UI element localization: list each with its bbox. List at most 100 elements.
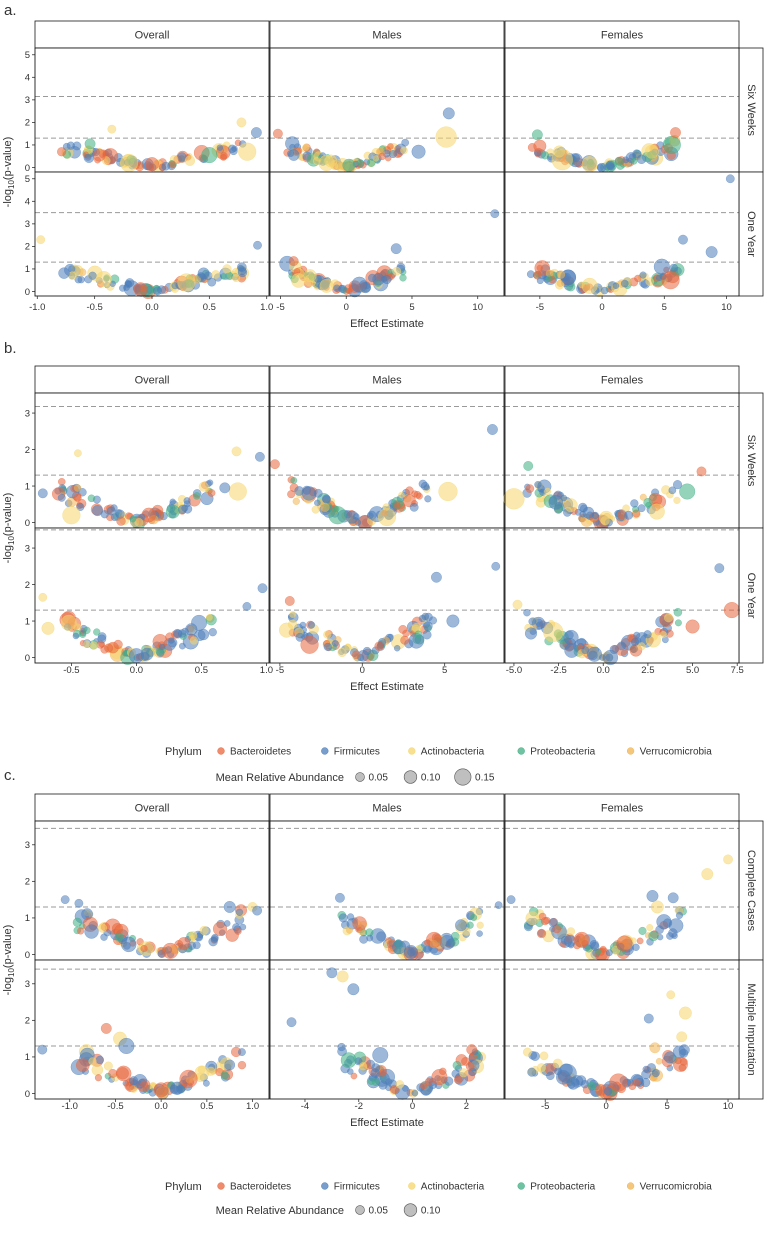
column-strip	[34, 20, 270, 49]
data-point	[678, 1006, 692, 1020]
data-point	[100, 1023, 112, 1034]
data-point	[314, 499, 321, 507]
data-point	[57, 147, 67, 157]
data-point	[358, 1062, 368, 1071]
data-point	[407, 948, 416, 957]
data-point	[158, 643, 166, 651]
data-point	[211, 270, 221, 279]
facet-cell	[504, 171, 740, 298]
legend-item-label: Bacteroidetes	[230, 747, 291, 758]
y-tick-label: 1	[25, 1052, 30, 1063]
y-tick-label: 3	[25, 543, 30, 554]
x-tick-label: 0.5	[195, 665, 208, 676]
x-axis-title: Effect Estimate	[350, 1117, 424, 1129]
y-axis-title-suffix: (p-value)	[2, 137, 14, 180]
data-point	[421, 612, 430, 621]
data-point	[153, 286, 162, 296]
data-point	[536, 1063, 546, 1073]
x-tick-label: -5	[276, 302, 284, 313]
y-tick-label: 3	[25, 408, 30, 419]
legend-size-swatch	[355, 772, 365, 782]
data-point	[556, 270, 566, 279]
data-point	[236, 117, 247, 128]
data-point	[374, 641, 384, 651]
data-point	[77, 927, 85, 935]
data-point	[638, 926, 647, 935]
data-point	[564, 498, 578, 512]
data-point	[630, 499, 639, 508]
data-point	[344, 643, 352, 651]
x-axis-title: Effect Estimate	[350, 318, 424, 330]
data-point	[465, 1062, 475, 1071]
x-tick-label: 1.0	[260, 302, 273, 313]
data-point	[675, 911, 684, 919]
data-point	[600, 516, 610, 526]
data-point	[162, 942, 179, 959]
y-tick-label: 2	[25, 118, 30, 129]
x-tick-label: 5	[409, 302, 414, 313]
data-point	[655, 1057, 663, 1065]
legend-item-label: Actinobacteria	[421, 1182, 485, 1193]
data-point	[223, 920, 231, 927]
data-point	[405, 486, 414, 495]
data-point	[394, 645, 401, 652]
data-point	[676, 1031, 688, 1043]
data-point	[232, 274, 240, 283]
legend-swatch	[408, 747, 416, 755]
data-point	[287, 490, 296, 499]
data-point	[524, 627, 538, 640]
row-strip-label: One Year	[745, 573, 757, 619]
data-point	[563, 629, 579, 645]
x-tick-label: -0.5	[86, 302, 102, 313]
data-point	[169, 498, 176, 505]
data-point	[371, 1063, 381, 1073]
data-point	[108, 1069, 118, 1078]
facet-background	[35, 960, 269, 1099]
y-tick-label: 3	[25, 95, 30, 106]
data-point	[590, 941, 600, 951]
data-point	[643, 630, 652, 639]
y-tick-label: 2	[25, 445, 30, 456]
legend-item-label: Bacteroidetes	[230, 1182, 291, 1193]
data-point	[648, 503, 665, 520]
data-point	[639, 271, 647, 279]
legend-swatch	[217, 747, 225, 755]
figure-panel-c: c. Overall Males Females Complete Cases 0 1 2 3 M…	[2, 767, 764, 1129]
legend-size-label: 0.10	[421, 1206, 441, 1217]
data-point	[395, 1080, 405, 1089]
data-point	[725, 174, 735, 184]
data-point	[72, 141, 82, 151]
x-tick-label: 0	[604, 1101, 609, 1112]
data-point	[83, 640, 91, 648]
data-point	[171, 282, 179, 290]
data-point	[637, 642, 646, 651]
data-point	[179, 1069, 198, 1088]
data-point	[198, 481, 209, 492]
data-point	[438, 481, 458, 502]
data-point	[87, 494, 96, 503]
x-axis-title: Effect Estimate	[350, 681, 424, 693]
data-point	[646, 924, 654, 931]
data-point	[83, 626, 91, 635]
data-point	[219, 482, 231, 494]
row-strip-label: Complete Cases	[745, 850, 757, 932]
data-point	[673, 496, 681, 504]
data-point	[116, 516, 126, 526]
y-tick-label: 1	[25, 140, 30, 151]
data-point	[531, 129, 543, 141]
data-point	[540, 917, 550, 926]
facet-border	[504, 171, 740, 297]
legend-item-label: Verrucomicrobia	[640, 747, 713, 758]
data-point	[667, 892, 679, 904]
data-point	[100, 933, 108, 941]
column-strip-label: Females	[601, 375, 644, 387]
x-tick-label: 0.5	[200, 1101, 213, 1112]
data-point	[362, 646, 372, 656]
row-strip	[738, 47, 764, 173]
row-strip	[738, 959, 764, 1100]
data-point	[659, 630, 667, 639]
column-strip	[269, 365, 505, 394]
x-tick-label: -5	[541, 1101, 549, 1112]
x-tick-label: -1.0	[29, 302, 45, 313]
